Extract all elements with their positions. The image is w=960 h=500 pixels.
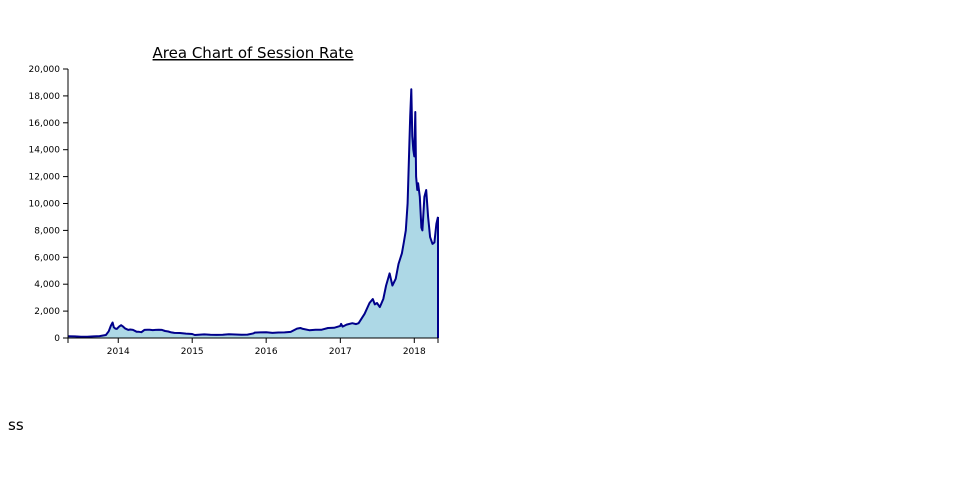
- x-tick-label: 2015: [181, 347, 204, 357]
- series-line: [67, 88, 439, 338]
- x-tick-label: 2018: [403, 347, 426, 357]
- chart-title: Area Chart of Session Rate: [153, 44, 354, 62]
- y-tick-label: 16,000: [29, 119, 61, 129]
- y-tick-label: 2,000: [34, 307, 60, 317]
- caption-text: ss: [8, 416, 24, 434]
- x-tick-label: 2014: [107, 347, 130, 357]
- x-tick-label: 2017: [329, 347, 352, 357]
- y-tick-label: 20,000: [29, 65, 61, 75]
- y-tick-label: 14,000: [29, 146, 61, 156]
- y-tick-label: 18,000: [29, 92, 61, 102]
- area-layer: [67, 88, 439, 338]
- y-tick-label: 10,000: [29, 200, 61, 210]
- y-tick-label: 6,000: [34, 253, 60, 263]
- y-tick-label: 4,000: [34, 280, 60, 290]
- series-area-fill: [68, 89, 438, 338]
- y-tick-label: 8,000: [34, 226, 60, 236]
- y-tick-label: 12,000: [29, 173, 61, 183]
- axes-layer: 0 2,000 4,000 6,000 8,000 10,000 12,000 14,000 1…: [29, 65, 439, 357]
- y-tick-label: 0: [54, 334, 60, 344]
- x-tick-label: 2016: [255, 347, 278, 357]
